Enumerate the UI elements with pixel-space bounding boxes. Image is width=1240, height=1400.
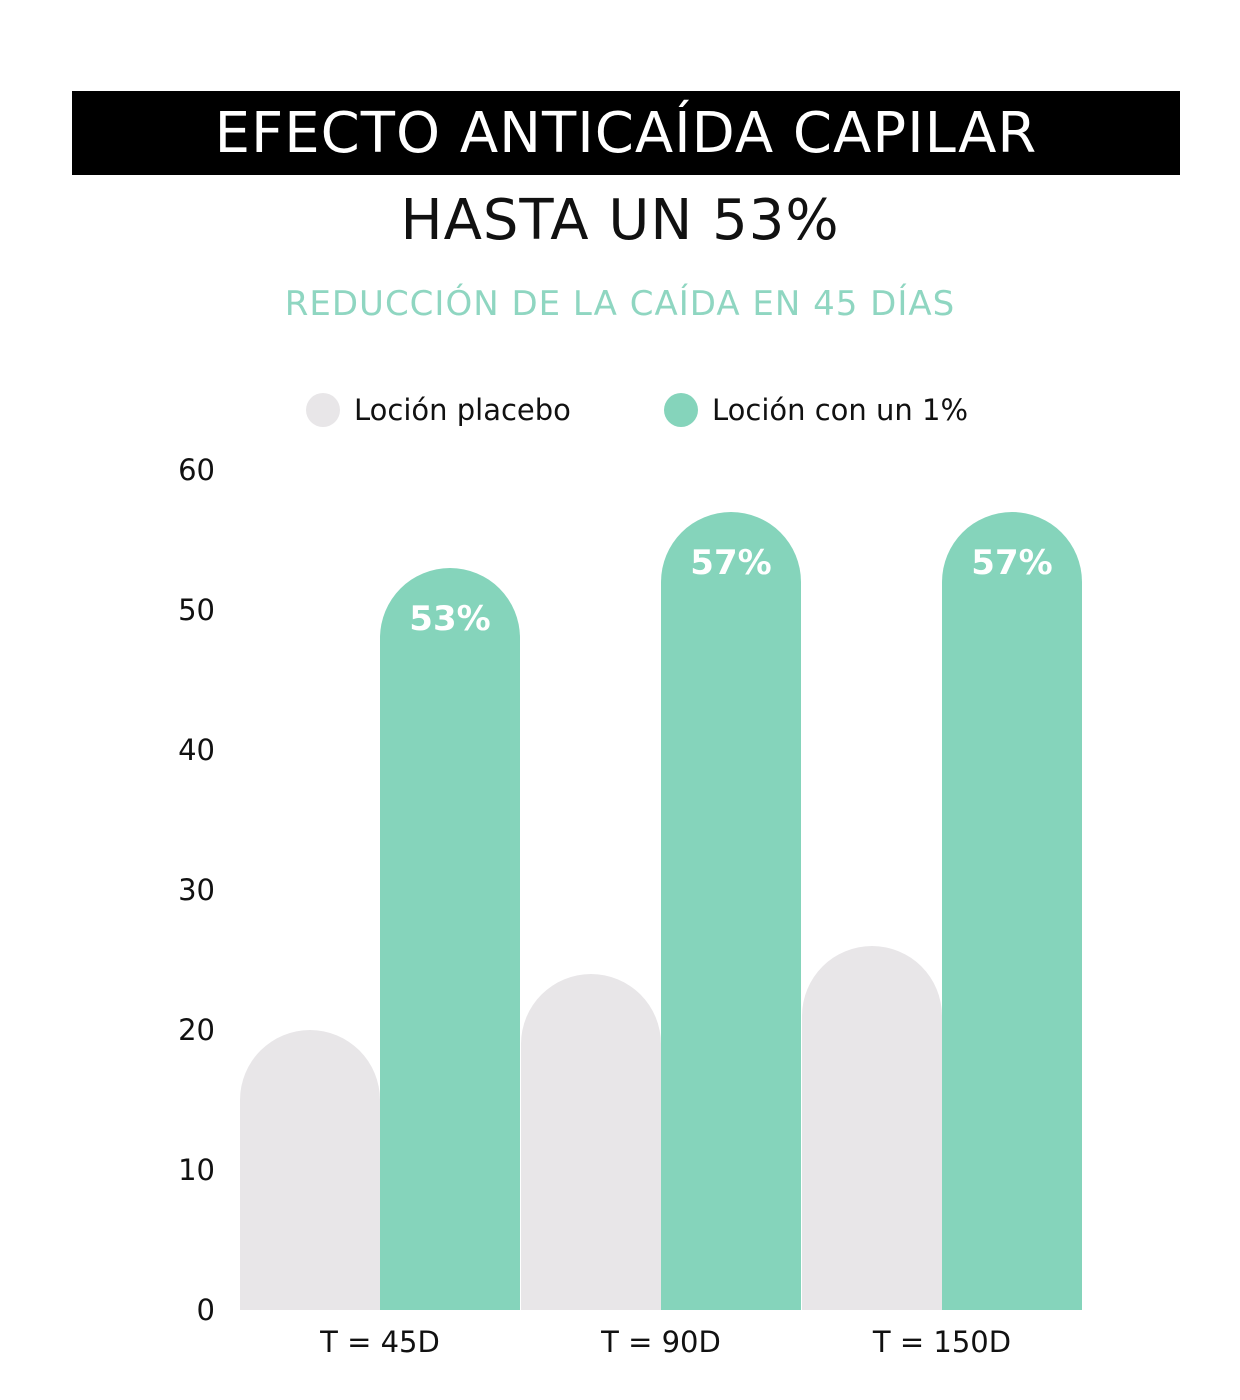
y-tick-label: 40	[178, 733, 215, 767]
placebo-bar	[802, 946, 942, 1310]
treatment-bar	[942, 512, 1082, 1310]
chart-headline: HASTA UN 53%	[400, 188, 840, 253]
legend-label-treatment: Loción con un 1%	[712, 393, 969, 427]
legend-swatch-placebo	[306, 393, 340, 427]
title-bar: EFECTO ANTICAÍDA CAPILAR	[72, 91, 1180, 175]
x-category-label: T = 150D	[872, 1325, 1011, 1359]
chart-legend: Loción placebo Loción con un 1%	[0, 388, 1240, 432]
bar-value-label: 53%	[409, 599, 490, 639]
chart-title: EFECTO ANTICAÍDA CAPILAR	[214, 100, 1038, 166]
placebo-bar	[521, 974, 661, 1310]
y-tick-label: 60	[178, 453, 215, 487]
legend-item-placebo: Loción placebo	[306, 388, 571, 432]
legend-swatch-treatment	[664, 393, 698, 427]
treatment-bar	[661, 512, 801, 1310]
y-tick-label: 0	[197, 1293, 215, 1327]
legend-label-placebo: Loción placebo	[354, 393, 571, 427]
bar-value-label: 57%	[690, 543, 771, 583]
y-tick-label: 50	[178, 593, 215, 627]
placebo-bar	[240, 1030, 380, 1310]
y-tick-label: 10	[178, 1153, 215, 1187]
y-tick-label: 20	[178, 1013, 215, 1047]
bar-value-label: 57%	[971, 543, 1052, 583]
y-tick-label: 30	[178, 873, 215, 907]
x-category-label: T = 90D	[600, 1325, 721, 1359]
legend-item-treatment: Loción con un 1%	[664, 388, 968, 432]
treatment-bar	[380, 568, 520, 1310]
x-category-label: T = 45D	[319, 1325, 440, 1359]
chart-subtitle: REDUCCIÓN DE LA CAÍDA EN 45 DÍAS	[284, 284, 956, 324]
